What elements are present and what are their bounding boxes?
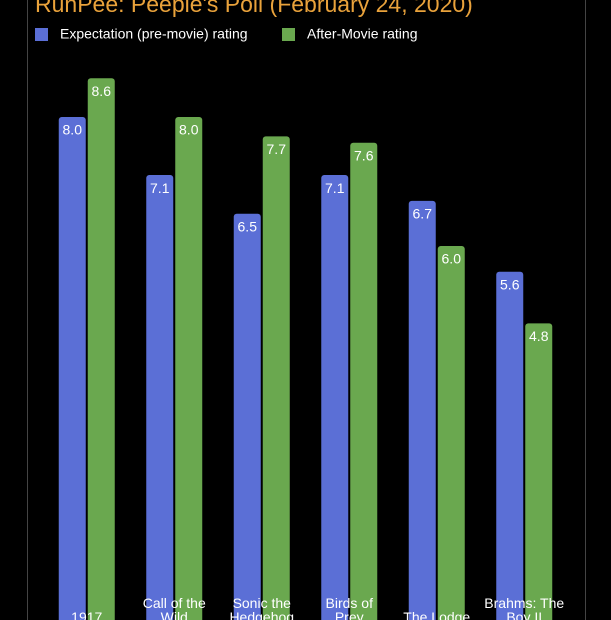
x-tick-label: 1917 xyxy=(71,609,103,620)
value-label: 6.7 xyxy=(413,206,433,222)
value-label: 6.0 xyxy=(442,251,462,267)
legend-label: After-Movie rating xyxy=(307,26,417,42)
value-label: 5.6 xyxy=(500,277,520,293)
value-label: 6.5 xyxy=(238,218,258,234)
legend-label: Expectation (pre-movie) rating xyxy=(60,26,248,42)
bar xyxy=(437,246,465,620)
value-label: 7.1 xyxy=(150,180,170,196)
x-tick-label: Brahms: The Boy II xyxy=(484,595,565,620)
value-label: 7.1 xyxy=(325,180,345,196)
bar xyxy=(321,175,349,620)
bar xyxy=(262,136,290,620)
bar xyxy=(233,213,261,620)
x-tick-label: Sonic the Hedgehog xyxy=(229,595,295,620)
bar xyxy=(58,117,86,620)
bar xyxy=(525,323,553,620)
value-label: 8.6 xyxy=(92,83,112,99)
bar xyxy=(87,78,115,620)
bar xyxy=(350,142,378,620)
value-label: 8.0 xyxy=(63,122,83,138)
bar xyxy=(496,271,524,620)
legend-swatch xyxy=(282,28,295,41)
x-tick-label: The Lodge xyxy=(403,609,471,620)
value-label: 4.8 xyxy=(529,328,549,344)
x-tick-label: Birds of Prey xyxy=(325,595,373,620)
bar xyxy=(175,117,203,620)
value-label: 7.7 xyxy=(267,141,287,157)
value-label: 8.0 xyxy=(179,122,199,138)
x-tick-label: Call of the Wild xyxy=(142,595,206,620)
bar xyxy=(146,175,174,620)
legend-swatch xyxy=(35,28,48,41)
bar xyxy=(408,200,436,620)
value-label: 7.6 xyxy=(354,148,374,164)
chart-title: RunPee: Peeple's Poll (February 24, 2020… xyxy=(35,0,473,17)
